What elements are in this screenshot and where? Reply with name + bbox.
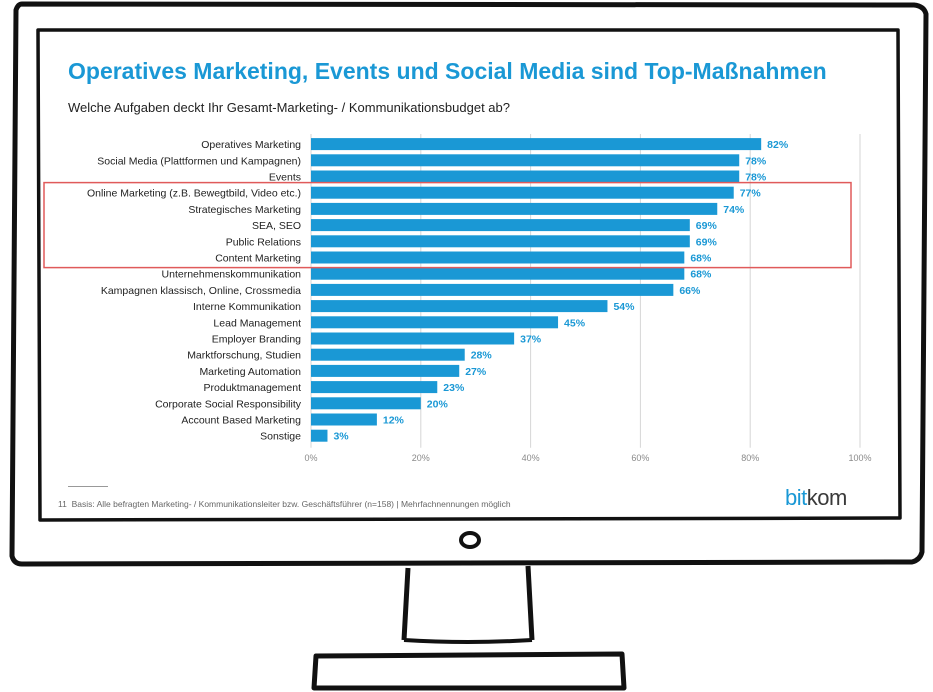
value-label: 45% [564, 317, 586, 329]
x-tick-label: 60% [631, 453, 649, 463]
logo-bit: bit [785, 485, 807, 510]
basis-note: Basis: Alle befragten Marketing- / Kommu… [71, 499, 511, 509]
logo-kom: kom [806, 485, 848, 510]
bar [311, 154, 740, 167]
highlight-box [43, 181, 852, 269]
category-label: Marketing Automation [199, 366, 301, 378]
category-label: Kampagnen klassisch, Online, Crossmedia [101, 285, 301, 297]
category-label: Sonstige [260, 431, 301, 443]
category-label: Lead Management [213, 317, 301, 329]
value-label: 3% [333, 431, 349, 443]
bar [311, 235, 690, 248]
footnote: 11 Basis: Alle befragten Marketing- / Ko… [58, 499, 511, 509]
x-tick-label: 0% [304, 453, 317, 463]
power-button-icon [459, 531, 481, 549]
stand-base [311, 651, 627, 691]
category-label: Strategisches Marketing [188, 204, 301, 216]
bar [311, 138, 762, 151]
value-label: 54% [613, 301, 635, 313]
category-label: Interne Kommunikation [193, 301, 301, 313]
bar [311, 413, 377, 426]
category-label: Employer Branding [212, 334, 301, 346]
page-title: Operatives Marketing, Events und Social … [68, 58, 827, 84]
bar [311, 348, 465, 361]
category-label: Unternehmenskommunikation [162, 269, 302, 281]
category-label: Public Relations [226, 236, 301, 248]
category-label: Account Based Marketing [181, 415, 301, 427]
value-label: 28% [471, 350, 493, 362]
bar [311, 186, 734, 199]
value-label: 69% [696, 220, 718, 232]
category-label: Events [269, 172, 301, 184]
value-label: 27% [465, 366, 487, 378]
bar [311, 364, 460, 377]
labels-layer: Operatives Marketing 82% Social Media (Pla… [87, 139, 789, 443]
value-label: 78% [745, 155, 767, 167]
category-label: SEA, SEO [252, 220, 301, 232]
value-label: 77% [740, 188, 762, 200]
x-tick-label: 40% [522, 453, 540, 463]
category-label: Content Marketing [215, 253, 301, 265]
footnote-divider [68, 486, 108, 487]
bar [311, 429, 328, 442]
bar [311, 219, 690, 232]
category-label: Corporate Social Responsibility [155, 398, 302, 410]
chart-subtitle: Welche Aufgaben deckt Ihr Gesamt-Marketi… [68, 100, 510, 115]
value-label: 37% [520, 334, 542, 346]
bar [311, 381, 438, 394]
value-label: 68% [690, 253, 712, 265]
x-tick-label: 80% [741, 453, 759, 463]
category-label: Marktforschung, Studien [187, 350, 301, 362]
x-tick-label: 20% [412, 453, 430, 463]
value-label: 20% [427, 398, 449, 410]
bar [311, 332, 515, 345]
value-label: 82% [767, 139, 789, 151]
bar [311, 202, 718, 215]
value-label: 74% [723, 204, 745, 216]
value-label: 23% [443, 382, 465, 394]
value-label: 12% [383, 415, 405, 427]
bar [311, 170, 740, 183]
bar [311, 283, 674, 296]
bar [311, 267, 685, 280]
ticks-layer: 0% 20% 40% 60% 80% 100% [304, 453, 871, 463]
value-label: 68% [690, 269, 712, 281]
value-label: 78% [745, 172, 767, 184]
x-tick-label: 100% [848, 453, 871, 463]
bar [311, 300, 608, 313]
page-number: 11 [58, 499, 67, 509]
category-label: Social Media (Plattformen und Kampagnen) [97, 155, 301, 167]
value-label: 69% [696, 236, 718, 248]
category-label: Online Marketing (z.B. Bewegtbild, Video… [87, 188, 301, 200]
stand-neck [401, 565, 535, 641]
bar [311, 397, 421, 410]
value-label: 66% [679, 285, 701, 297]
bar [311, 316, 559, 329]
bitkom-logo: bitkom [785, 485, 847, 511]
bar [311, 251, 685, 264]
bars-layer [311, 138, 762, 442]
category-label: Produktmanagement [204, 382, 302, 394]
category-label: Operatives Marketing [201, 139, 301, 151]
